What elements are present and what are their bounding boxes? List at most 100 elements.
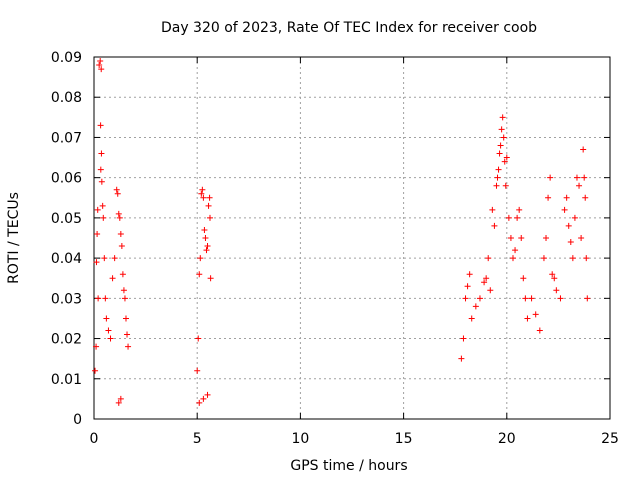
- data-point: [582, 194, 589, 201]
- data-point: [105, 327, 112, 334]
- data-point: [489, 206, 496, 213]
- data-point: [109, 275, 116, 282]
- data-point: [97, 122, 104, 129]
- data-point: [567, 239, 574, 246]
- data-point: [207, 275, 214, 282]
- data-point: [97, 166, 104, 173]
- data-point: [462, 295, 469, 302]
- y-tick-label: 0.07: [51, 130, 82, 146]
- x-tick-label: 25: [601, 431, 619, 447]
- data-point: [516, 206, 523, 213]
- data-point: [95, 295, 102, 302]
- data-point: [200, 194, 207, 201]
- y-tick-label: 0.06: [51, 171, 82, 187]
- data-point: [512, 247, 519, 254]
- data-point: [124, 331, 131, 338]
- data-point: [583, 255, 590, 262]
- data-point: [200, 395, 207, 402]
- data-point: [103, 315, 110, 322]
- data-point: [578, 235, 585, 241]
- chart-title: Day 320 of 2023, Rate Of TEC Index for r…: [161, 20, 537, 36]
- data-point: [565, 222, 572, 229]
- data-point: [122, 315, 129, 322]
- data-point: [576, 182, 583, 189]
- data-point: [93, 343, 100, 350]
- data-point: [573, 174, 580, 181]
- data-point: [514, 214, 521, 221]
- data-point: [553, 287, 560, 294]
- data-point: [464, 283, 471, 290]
- data-point: [522, 295, 529, 302]
- data-point: [194, 367, 201, 374]
- data-point: [206, 214, 213, 221]
- y-tick-label: 0.04: [51, 251, 82, 267]
- data-point: [197, 255, 204, 262]
- y-tick-label: 0.01: [51, 372, 82, 388]
- data-point: [520, 275, 527, 282]
- y-axis-label: ROTI / TECUs: [6, 192, 22, 284]
- data-point: [584, 295, 591, 302]
- data-point: [117, 395, 124, 402]
- data-point: [117, 230, 124, 237]
- data-point: [120, 287, 127, 294]
- data-point: [524, 315, 531, 322]
- data-point: [204, 391, 211, 398]
- data-point: [536, 327, 543, 334]
- data-point: [460, 335, 467, 342]
- data-point: [205, 202, 212, 209]
- data-point: [476, 295, 483, 302]
- data-point: [503, 154, 510, 161]
- data-point: [204, 243, 211, 250]
- data-point: [499, 114, 506, 121]
- data-point: [496, 150, 503, 157]
- data-point: [549, 271, 556, 278]
- data-point: [199, 186, 206, 193]
- data-point: [93, 259, 100, 266]
- data-point: [100, 214, 107, 221]
- data-point: [498, 126, 505, 133]
- data-point: [543, 235, 550, 241]
- data-point: [495, 166, 502, 173]
- x-tick-label: 10: [291, 431, 309, 447]
- data-point: [107, 335, 114, 342]
- grid-lines: [94, 57, 610, 419]
- data-point: [557, 295, 564, 302]
- data-point: [497, 142, 504, 149]
- data-point: [458, 355, 465, 362]
- data-point: [101, 255, 108, 262]
- data-point: [561, 206, 568, 213]
- data-point: [571, 214, 578, 221]
- x-axis-label: GPS time / hours: [290, 458, 407, 474]
- data-point: [118, 243, 125, 250]
- data-point: [115, 210, 122, 217]
- y-tick-label: 0.05: [51, 211, 82, 227]
- data-point: [581, 174, 588, 181]
- y-tick-label: 0.09: [51, 50, 82, 66]
- data-point: [540, 255, 547, 262]
- data-point: [509, 255, 516, 262]
- data-point: [102, 295, 109, 302]
- x-tick-labels: 0 5 10 15 20 25: [90, 431, 619, 447]
- data-point: [98, 178, 105, 185]
- data-points: [92, 58, 591, 406]
- data-point: [502, 182, 509, 189]
- data-point: [551, 275, 558, 282]
- data-point: [466, 271, 473, 278]
- y-tick-labels: 0 0.01 0.02 0.03 0.04 0.05 0.06 0.07 0.08 0.09: [51, 50, 82, 428]
- axis-ticks: [93, 56, 611, 420]
- data-point: [198, 190, 205, 197]
- data-point: [483, 275, 490, 282]
- data-point: [96, 62, 103, 69]
- data-point: [468, 315, 475, 322]
- data-point: [580, 146, 587, 153]
- data-point: [518, 235, 525, 241]
- data-point: [119, 271, 126, 278]
- data-point: [206, 194, 213, 201]
- data-point: [98, 66, 105, 73]
- data-point: [532, 311, 539, 318]
- data-point: [125, 343, 132, 350]
- data-point: [196, 399, 203, 406]
- data-point: [563, 194, 570, 201]
- data-point: [111, 255, 118, 262]
